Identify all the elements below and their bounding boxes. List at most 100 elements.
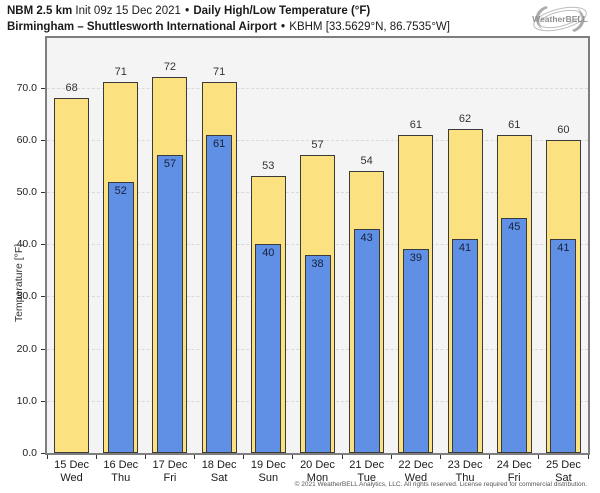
x-tick-mark (46, 455, 48, 459)
y-axis-label: Temperature [°F] (13, 243, 25, 323)
y-tick-mark (41, 191, 45, 193)
low-value-label: 45 (508, 221, 521, 234)
x-category-label: 17 Dec Fri (145, 459, 194, 484)
location-name: Birmingham – Shuttlesworth International… (7, 21, 277, 33)
y-axis: Temperature [°F] 0.0 10.0 20.0 30.0 40.0 50.0… (0, 38, 45, 459)
y-tick-label: 70.0 (16, 81, 37, 94)
x-tick-mark (95, 455, 97, 459)
bar-low (353, 228, 380, 453)
bar-high (54, 98, 90, 453)
x-tick-mark (194, 455, 196, 459)
separator-dot: • (185, 5, 190, 17)
x-day-label: Sat (210, 471, 228, 484)
y-tick-mark (41, 296, 45, 298)
station-coordinates: KBHM [33.5629°N, 86.7535°W] (289, 21, 450, 33)
high-value-label: 57 (311, 139, 324, 152)
logo-wordmark: WeatherBELL (532, 14, 588, 24)
bar-low (206, 134, 233, 453)
plot-area: 68 71 72 71 53 57 54 61 62 61 60 52 57 61 40 38 43 39 41 45… (45, 36, 590, 455)
chart-subtitle-line: Birmingham – Shuttlesworth International… (7, 19, 450, 35)
x-tick-mark (390, 455, 392, 459)
init-time: Init 09z 15 Dec 2021 (75, 5, 181, 17)
chart-header: NBM 2.5 km Init 09z 15 Dec 2021 • Daily … (7, 3, 450, 35)
high-value-label: 62 (458, 113, 472, 126)
x-day-label: Fri (163, 471, 177, 484)
y-tick-label: 60.0 (16, 133, 37, 146)
weatherbell-logo: WeatherBELL (524, 1, 596, 37)
low-value-label: 39 (409, 252, 422, 265)
low-value-label: 43 (360, 231, 373, 244)
hurricane-swirl-icon: WeatherBELL (532, 6, 588, 32)
bar-low (452, 238, 479, 453)
bar-low (255, 244, 282, 453)
x-tick-mark (243, 455, 245, 459)
x-tick-mark (341, 455, 343, 459)
low-value-label: 38 (311, 257, 324, 270)
low-value-label: 41 (458, 241, 472, 254)
bar-low (501, 218, 528, 453)
y-tick-label: 30.0 (16, 290, 37, 303)
x-day-label: Sun (258, 471, 279, 484)
x-category-label: 24 Dec Fri (490, 459, 539, 484)
x-day-label: Fri (507, 471, 521, 484)
x-day-label: Wed (404, 471, 428, 484)
bar-low (156, 155, 183, 453)
gridline (47, 87, 588, 89)
low-value-label: 52 (114, 184, 127, 197)
y-tick-mark (41, 400, 45, 402)
y-tick-label: 0.0 (22, 447, 37, 459)
low-value-label: 41 (557, 241, 570, 254)
x-tick-mark (292, 455, 294, 459)
x-tick-mark (587, 455, 589, 459)
high-value-label: 61 (508, 118, 521, 131)
x-category-label: 23 Dec Thu (440, 459, 489, 484)
y-tick-mark (41, 87, 45, 89)
product-name: Daily High/Low Temperature (°F) (193, 5, 371, 17)
high-value-label: 61 (409, 118, 422, 131)
high-value-label: 60 (557, 123, 570, 136)
x-category-label: 22 Dec Wed (391, 459, 440, 484)
y-tick-mark (41, 453, 45, 454)
x-category-label: 15 Dec Wed (47, 459, 96, 484)
y-tick-mark (41, 348, 45, 350)
bar-low (304, 254, 331, 453)
x-category-label: 18 Dec Sat (195, 459, 244, 484)
high-value-label: 71 (212, 66, 226, 79)
bar-low (550, 238, 577, 453)
high-value-label: 54 (360, 155, 373, 168)
x-tick-mark (489, 455, 491, 459)
x-day-label: Thu (455, 471, 475, 484)
low-value-label: 57 (163, 158, 177, 171)
low-value-label: 61 (213, 137, 226, 150)
copyright-notice: © 2021 WeatherBELL Analytics, LLC. All r… (294, 481, 587, 488)
low-value-label: 40 (262, 247, 275, 260)
x-tick-mark (538, 455, 540, 459)
x-day-label: Wed (60, 471, 83, 484)
y-tick-label: 10.0 (16, 394, 37, 407)
chart-title-line: NBM 2.5 km Init 09z 15 Dec 2021 • Daily … (7, 3, 450, 19)
y-tick-mark (41, 139, 45, 141)
x-category-label: 21 Dec Tue (342, 459, 391, 484)
x-category-label: 25 Dec Sat (539, 459, 588, 484)
bar-low (402, 249, 429, 453)
y-tick-mark (41, 244, 45, 246)
bar-low (107, 181, 134, 453)
x-day-label: Mon (306, 471, 329, 484)
y-tick-label: 50.0 (16, 185, 37, 198)
x-tick-mark (144, 455, 146, 459)
model-name: NBM 2.5 km (7, 5, 73, 17)
high-value-label: 72 (163, 61, 177, 74)
high-value-label: 53 (262, 160, 275, 173)
y-tick-label: 40.0 (16, 238, 37, 251)
y-tick-label: 20.0 (16, 342, 37, 355)
x-tick-mark (439, 455, 441, 459)
gridline (47, 139, 588, 141)
x-day-label: Tue (357, 471, 376, 484)
high-value-label: 68 (65, 82, 78, 95)
separator-dot: • (281, 21, 286, 33)
x-axis: 15 Dec Wed 16 Dec Thu 17 Dec Fri 18 Dec Sat 19 D… (46, 455, 589, 489)
x-day-label: Thu (111, 471, 131, 484)
x-category-label: 19 Dec Sun (244, 459, 293, 484)
high-value-label: 71 (114, 66, 127, 79)
